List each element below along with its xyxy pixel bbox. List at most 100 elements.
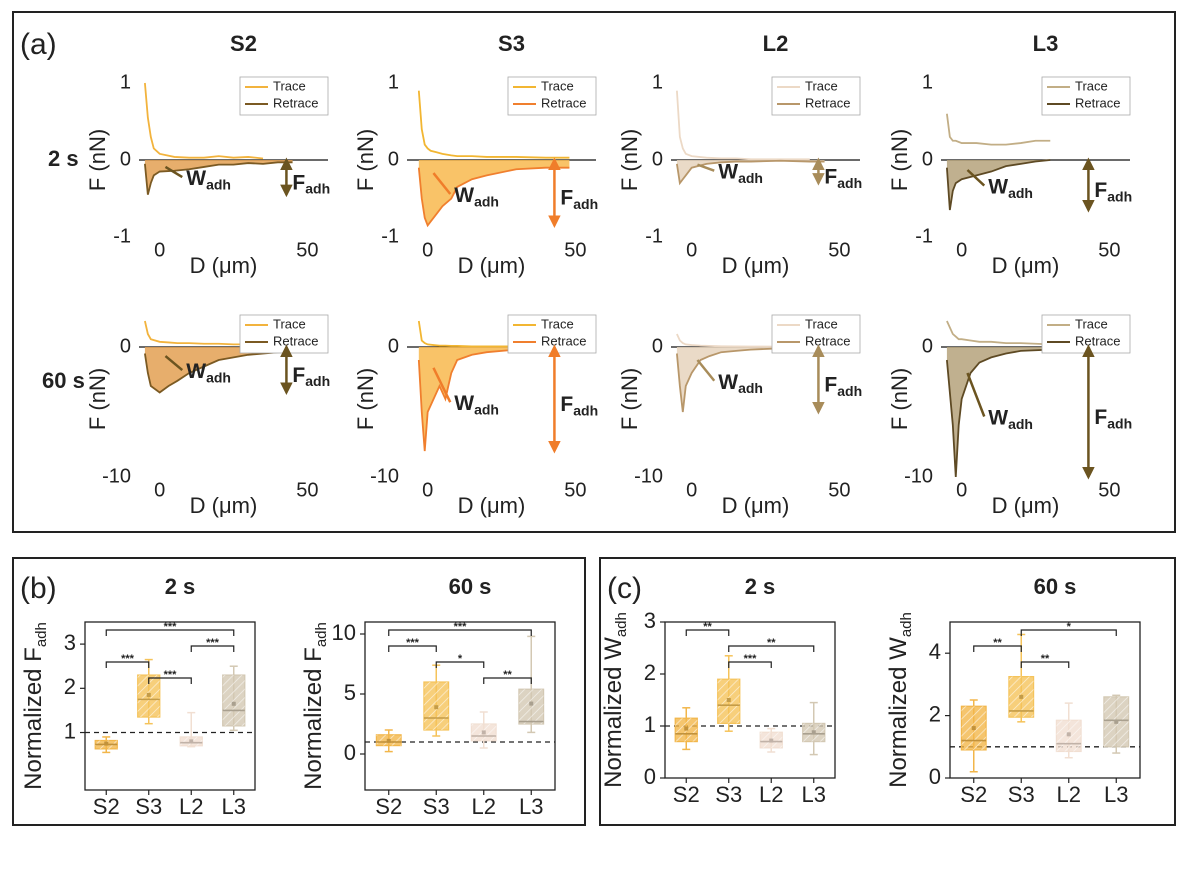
annotation: Wadh <box>988 175 1033 200</box>
plot-frame <box>949 621 1141 779</box>
x-tick-label: 50 <box>296 479 318 501</box>
y-tick-label: 3 <box>644 608 656 633</box>
annotation: Fadh <box>824 373 862 398</box>
significance-label: ** <box>767 637 776 649</box>
y-axis-label-main: Normalized W <box>885 637 912 788</box>
x-tick-label: S3 <box>715 782 742 807</box>
y-axis-label: F (nN) <box>887 368 912 430</box>
y-tick-label: -10 <box>370 465 399 487</box>
x-tick-label: 50 <box>564 479 586 501</box>
legend-box <box>771 76 861 116</box>
y-axis-label: F (nN) <box>85 368 110 430</box>
y-tick-label: -1 <box>113 225 131 247</box>
mean <box>1019 694 1024 699</box>
annotation: Wadh <box>186 167 231 192</box>
adhesion-area <box>418 347 576 451</box>
annotation-main: F <box>560 186 573 209</box>
significance-bracket <box>685 629 730 636</box>
significance-bracket <box>728 661 772 668</box>
curve <box>946 113 1051 146</box>
y-tick-label: -1 <box>915 225 933 247</box>
annotation: Fadh <box>1094 179 1132 204</box>
y-tick-label: 2 <box>929 701 941 726</box>
y-tick-label: 1 <box>64 718 76 743</box>
leader-line <box>164 355 184 371</box>
annotation-main: F <box>824 165 837 188</box>
x-axis-label: D (μm) <box>190 253 258 278</box>
y-axis-label-sub: adh <box>613 612 630 637</box>
x-tick-label: S2 <box>960 782 987 807</box>
annotation-sub: adh <box>474 401 499 417</box>
curve <box>417 166 570 228</box>
leader-line <box>966 372 986 417</box>
significance-label: ** <box>1041 653 1050 665</box>
leader-line <box>697 163 715 172</box>
significance-bracket <box>388 645 437 652</box>
y-axis-label-sub: adh <box>33 622 50 647</box>
x-tick-label: 50 <box>296 239 318 261</box>
significance-label: * <box>1067 621 1072 633</box>
annotation-sub: adh <box>837 175 862 191</box>
legend-box <box>239 76 329 116</box>
legend-label: Trace <box>273 316 306 331</box>
legend-label: Retrace <box>805 95 851 110</box>
panel-frame <box>12 557 586 826</box>
annotation: Wadh <box>718 370 763 395</box>
legend-box <box>507 76 597 116</box>
x-tick-label: 50 <box>828 239 850 261</box>
chart-title: 60 s <box>449 574 492 599</box>
significance-label: *** <box>744 653 758 665</box>
x-tick-label: 0 <box>956 239 967 261</box>
annotation-main: W <box>718 160 738 183</box>
mean <box>434 705 439 710</box>
annotation-main: F <box>292 363 305 386</box>
x-tick-label: 0 <box>154 479 165 501</box>
y-axis-label-main: Normalized F <box>20 647 47 790</box>
annotation-sub: adh <box>206 369 231 385</box>
x-axis-label: D (μm) <box>992 493 1060 518</box>
adhesion-area <box>946 160 1051 211</box>
legend-label: Retrace <box>805 333 851 348</box>
significance-bracket <box>483 677 532 684</box>
annotation-sub: adh <box>738 170 763 186</box>
y-axis-label: F (nN) <box>617 129 642 191</box>
significance-label: ** <box>703 621 712 633</box>
y-tick-label: 1 <box>644 712 656 737</box>
y-tick-label: -1 <box>645 225 663 247</box>
x-tick-label: S2 <box>673 782 700 807</box>
annotation-sub: adh <box>573 196 598 212</box>
mean <box>769 738 774 743</box>
significance-bracket <box>190 645 235 652</box>
significance-label: *** <box>121 653 135 665</box>
annotation: Fadh <box>824 165 862 190</box>
significance-bracket <box>105 629 235 636</box>
x-tick-label: S3 <box>135 794 162 819</box>
x-axis-label: D (μm) <box>458 493 526 518</box>
significance-label: *** <box>164 621 178 633</box>
mean <box>684 726 689 731</box>
legend-label: Retrace <box>273 333 319 348</box>
curve <box>417 90 570 159</box>
annotation-sub: adh <box>1008 185 1033 201</box>
x-tick-label: L3 <box>1104 782 1128 807</box>
annotation: Fadh <box>292 171 330 196</box>
x-tick-label: L2 <box>472 794 496 819</box>
panel-label: (a) <box>20 28 57 61</box>
x-tick-label: 50 <box>828 479 850 501</box>
annotation-main: W <box>988 175 1008 198</box>
annotation-sub: adh <box>1008 416 1033 432</box>
x-axis-label: D (μm) <box>992 253 1060 278</box>
significance-label: *** <box>406 637 420 649</box>
adhesion-area <box>418 160 570 226</box>
y-tick-label: -10 <box>904 465 933 487</box>
x-axis-label: D (μm) <box>190 493 258 518</box>
legend-label: Trace <box>805 78 838 93</box>
x-tick-label: S2 <box>93 794 120 819</box>
legend-label: Trace <box>1075 78 1108 93</box>
mean <box>386 738 391 743</box>
y-tick-label: 0 <box>652 335 663 357</box>
x-tick-label: L3 <box>802 782 826 807</box>
y-axis-label: F (nN) <box>85 129 110 191</box>
annotation: Fadh <box>1094 406 1132 431</box>
